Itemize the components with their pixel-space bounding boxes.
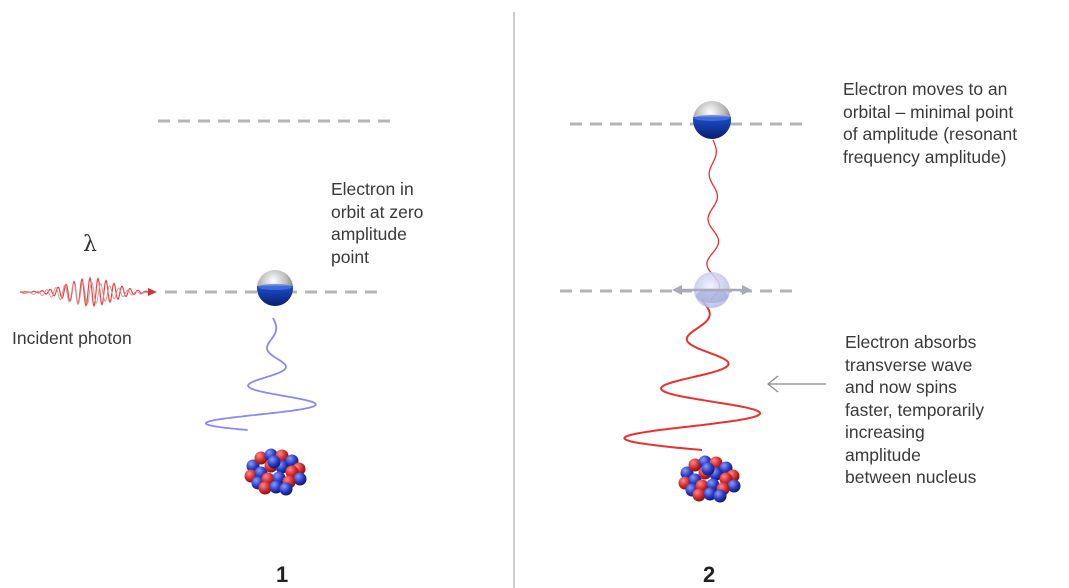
- incident-photon-wave-echo: [21, 281, 150, 305]
- electron-2: [693, 101, 731, 139]
- electron-absorbs-label: Electron absorbs transverse wave and now…: [845, 332, 985, 487]
- electron-wave-panel-1: [204, 317, 317, 431]
- proton: [688, 458, 702, 472]
- nucleus-1: [244, 448, 307, 496]
- proton: [692, 488, 706, 502]
- pointer-arrow: [767, 375, 826, 393]
- neutron: [713, 489, 727, 503]
- neutron: [701, 462, 715, 476]
- neutron: [293, 472, 307, 486]
- panel-number-1: 1: [276, 562, 289, 587]
- photon-arrowhead: [148, 288, 157, 296]
- panel-number-2: 2: [703, 562, 716, 587]
- electron-wave-panel-2: [623, 299, 761, 451]
- ghost-electron: [672, 272, 752, 308]
- nucleus-2: [678, 455, 741, 503]
- neutron: [703, 487, 717, 501]
- electron-orbital-label: Electron moves to an orbital – minimal p…: [843, 79, 1018, 167]
- wavelength-symbol: λ: [83, 232, 97, 257]
- proton: [258, 481, 272, 495]
- neutron: [269, 480, 283, 494]
- neutron: [727, 479, 741, 493]
- neutron: [279, 482, 293, 496]
- neutron: [267, 455, 281, 469]
- electron-orbit-label: Electron in orbit at zero amplitude poin…: [331, 179, 424, 267]
- incident-photon-label: Incident photon: [12, 328, 132, 348]
- proton: [254, 451, 268, 465]
- electron-1: [257, 270, 293, 306]
